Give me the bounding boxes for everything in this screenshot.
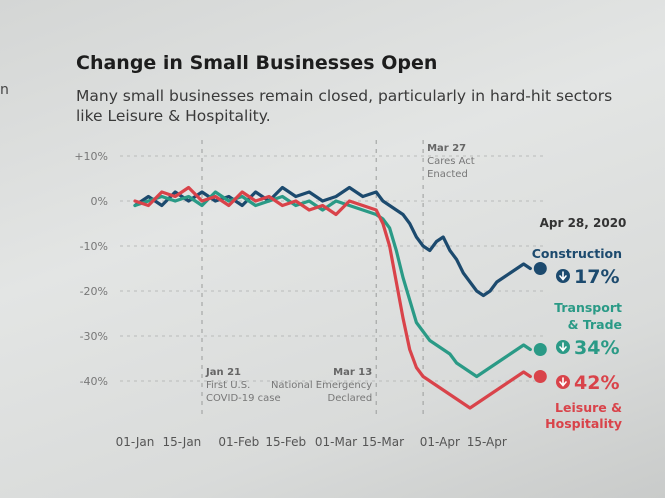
x-tick-label: 01-Apr: [420, 435, 460, 449]
y-tick-label: -30%: [80, 330, 108, 343]
event-date-jan21: Jan 21: [205, 367, 241, 378]
series-name-label: Construction: [532, 246, 622, 261]
down-arrow-glyph: [559, 377, 567, 387]
x-tick-label: 15-Feb: [265, 435, 306, 449]
series-line-0: [133, 185, 532, 298]
down-arrow-glyph: [559, 342, 567, 352]
event-text-mar27: Cares Act: [427, 156, 475, 167]
x-tick-label: 15-Jan: [163, 435, 202, 449]
y-tick-label: 0%: [91, 195, 108, 208]
series-name-label: Leisure &: [555, 400, 622, 415]
series-value-label: 42%: [574, 372, 619, 394]
x-tick-label: 15-Mar: [362, 435, 404, 449]
y-tick-label: -40%: [80, 375, 108, 388]
chart-title: Change in Small Businesses Open: [76, 52, 438, 74]
series-name-label: & Trade: [568, 317, 622, 332]
series-line-1: [133, 190, 532, 379]
y-tick-label: -20%: [80, 285, 108, 298]
series-end-labels: Apr 28, 2020 Construction 17% Transport & Tr…: [532, 216, 627, 431]
end-date-label: Apr 28, 2020: [540, 216, 627, 230]
cropped-edge-text: n: [0, 82, 9, 98]
x-tick-label: 01-Mar: [315, 435, 357, 449]
series-name-label: Transport: [554, 300, 622, 315]
event-text-mar13: National Emergency: [271, 380, 372, 391]
chart-subtitle: Many small businesses remain closed, par…: [76, 87, 613, 125]
x-tick-label: 15-Apr: [467, 435, 507, 449]
y-tick-label: +10%: [74, 150, 108, 163]
event-text-mar27: Enacted: [427, 169, 468, 180]
series-end-dot: [533, 343, 547, 356]
y-tick-label: -10%: [80, 240, 108, 253]
series-end-dot: [533, 262, 547, 275]
event-text-jan21: COVID-19 case: [206, 393, 281, 404]
event-date-mar27: Mar 27: [427, 143, 466, 154]
event-text-jan21: First U.S.: [206, 380, 250, 391]
series-end-dot: [533, 370, 547, 383]
axis-labels: +10% 0% -10% -20% -30% -40% 01-Jan 15-Jan 01-Feb…: [74, 150, 507, 449]
down-arrow-glyph: [559, 271, 567, 281]
series-line-2: [133, 185, 532, 410]
event-text-mar13: Declared: [328, 393, 373, 404]
x-tick-label: 01-Feb: [218, 435, 259, 449]
series-value-label: 17%: [574, 266, 619, 288]
event-annotations: Jan 21 First U.S. COVID-19 case Mar 13 Natio…: [201, 140, 475, 415]
series-value-label: 34%: [574, 337, 619, 359]
series-name-label: Hospitality: [545, 416, 622, 431]
series-lines: [133, 185, 547, 410]
event-date-mar13: Mar 13: [333, 367, 372, 378]
x-tick-label: 01-Jan: [116, 435, 155, 449]
